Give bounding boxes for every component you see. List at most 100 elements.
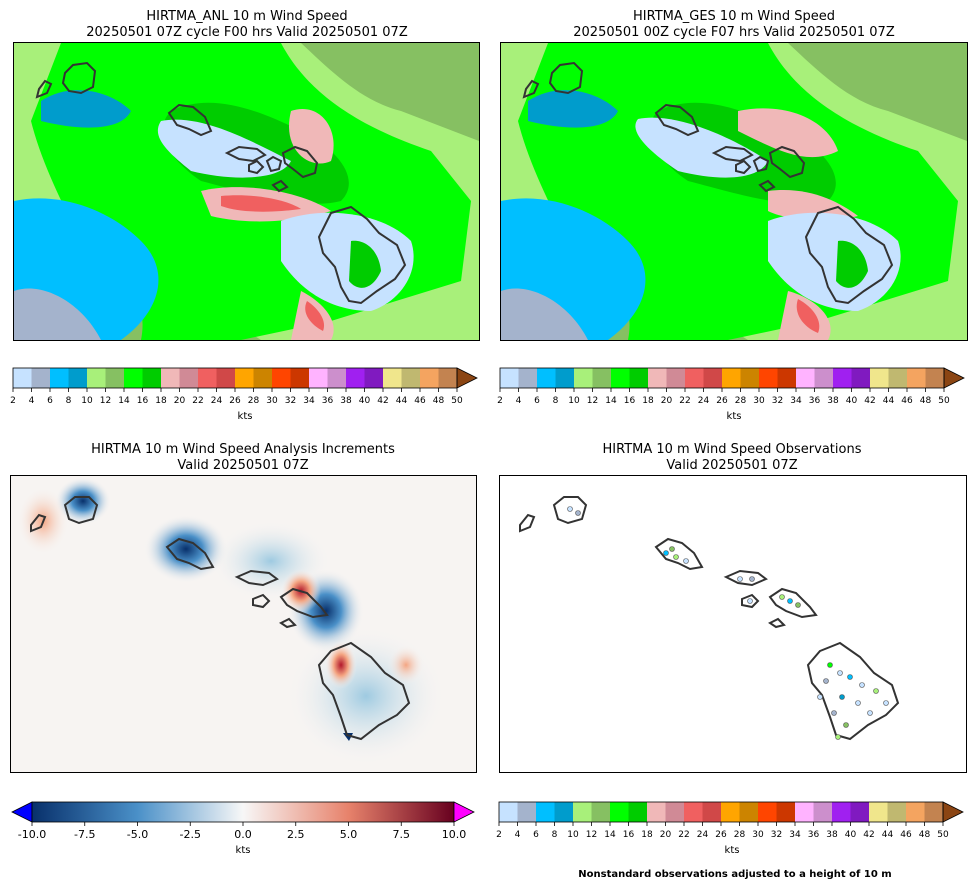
- colorbar-2-svg: 2 4 6 8 10 12 14 16 18 20 22 24 26 28 30 32 34 36 38 40 42 44…: [497, 367, 965, 406]
- colorbar-tick-label: 12: [587, 396, 598, 406]
- colorbar-2-ticks: 2 4 6 8 10 12 14 16 18 20 22 24 26 28 30 32 34 36 38 40 42 44…: [497, 388, 950, 406]
- colorbar-swatch: [610, 802, 629, 822]
- colorbar-tick-label: 10: [81, 396, 93, 406]
- colorbar-swatch: [833, 368, 852, 388]
- colorbar-swatch: [592, 368, 612, 388]
- colorbar-tick-label: 48: [920, 396, 932, 406]
- colorbar-swatch: [554, 802, 574, 822]
- colorbar-swatch: [383, 368, 402, 388]
- colorbar-tick-label: 24: [211, 396, 223, 406]
- colorbar-tick-label: 28: [735, 396, 747, 406]
- colorbar-tick-label: 42: [864, 396, 875, 406]
- colorbar-tick-label: 18: [641, 830, 653, 840]
- colorbar-tick-label: 24: [697, 830, 709, 840]
- colorbar-tick-label: 7.5: [393, 828, 411, 841]
- colorbar-tick-label: 42: [863, 830, 874, 840]
- colorbar-swatch: [591, 802, 611, 822]
- colorbar-swatch: [253, 368, 273, 388]
- colorbar-swatch: [161, 368, 180, 388]
- colorbar-tick-label: 2.5: [287, 828, 305, 841]
- colorbar-3-ticks: -10.0 -7.5 -5.0 -2.5 0.0 2.5 5.0 7.5 10.0: [18, 822, 466, 841]
- colorbar-tick-label: 8: [552, 830, 558, 840]
- colorbar-tick-label: 20: [661, 396, 673, 406]
- colorbar-swatch: [198, 368, 217, 388]
- colorbar-swatch: [887, 802, 907, 822]
- colorbar-tick-label: 0.0: [234, 828, 252, 841]
- colorbar-tick-label: 46: [900, 830, 912, 840]
- colorbar-swatch: [722, 368, 741, 388]
- colorbar-swatch: [290, 368, 310, 388]
- colorbar-swatch: [573, 802, 592, 822]
- panel-3-title-line1: HIRTMA 10 m Wind Speed Analysis Incremen…: [91, 442, 395, 457]
- colorbar-tick-label: 24: [698, 396, 710, 406]
- colorbar-3-over-arrow: [453, 801, 475, 823]
- panel-3-units: kts: [235, 845, 251, 856]
- colorbar-tick-label: 28: [248, 396, 260, 406]
- colorbar-tick-label: 40: [359, 396, 371, 406]
- colorbar-tick-label: 22: [678, 830, 689, 840]
- panel-1-map: [13, 42, 480, 341]
- colorbar-tick-label: 14: [604, 830, 616, 840]
- colorbar-swatch: [924, 802, 944, 822]
- colorbar-tick-label: 20: [174, 396, 186, 406]
- panel-4-title-line2: Valid 20250501 07Z: [666, 458, 798, 473]
- colorbar-swatch: [50, 368, 69, 388]
- panel-4-title-line1: HIRTMA 10 m Wind Speed Observations: [602, 442, 862, 457]
- observation-points: [567, 506, 889, 740]
- colorbar-swatch: [31, 368, 51, 388]
- colorbar-swatch: [179, 368, 199, 388]
- panel-2-colorbar: 2 4 6 8 10 12 14 16 18 20 22 24 26 28 30 32 34 36 38 40 42 44…: [497, 367, 970, 407]
- colorbar-tick-label: 16: [624, 396, 636, 406]
- panel-4-units: kts: [724, 845, 740, 856]
- colorbar-swatch: [235, 368, 254, 388]
- colorbar-1-swatches: [13, 368, 458, 388]
- colorbar-tick-label: 2: [10, 396, 16, 406]
- colorbar-tick-label: 10: [568, 396, 580, 406]
- colorbar-swatch: [574, 368, 593, 388]
- colorbar-swatch: [684, 802, 703, 822]
- colorbar-swatch: [87, 368, 106, 388]
- colorbar-swatch: [499, 802, 518, 822]
- colorbar-swatch: [665, 802, 685, 822]
- colorbar-swatch: [142, 368, 162, 388]
- colorbar-swatch: [364, 368, 384, 388]
- colorbar-swatch: [777, 368, 797, 388]
- panel-1-colorbar: 2 4 6 8 10 12 14 16 18 20 22 24 26 28 30 32 34 36 38 40 42 44…: [10, 367, 483, 407]
- colorbar-swatch: [832, 802, 851, 822]
- colorbar-tick-label: 50: [937, 830, 949, 840]
- panel-2-map: [500, 42, 968, 341]
- colorbar-tick-label: 22: [679, 396, 690, 406]
- panel-1-title-line2: 20250501 07Z cycle F00 hrs Valid 2025050…: [86, 25, 408, 40]
- panel-4-map: [499, 475, 967, 773]
- colorbar-swatch: [907, 368, 926, 388]
- colorbar-tick-label: 26: [715, 830, 727, 840]
- colorbar-tick-label: 38: [826, 830, 838, 840]
- colorbar-tick-label: 20: [660, 830, 672, 840]
- colorbar-tick-label: 38: [340, 396, 352, 406]
- colorbar-tick-label: 34: [303, 396, 315, 406]
- analysis-wind-field: [14, 43, 479, 340]
- colorbar-swatch: [888, 368, 908, 388]
- colorbar-swatch: [216, 368, 236, 388]
- colorbar-swatch: [536, 802, 555, 822]
- colorbar-tick-label: 30: [266, 396, 278, 406]
- colorbar-swatch: [518, 368, 538, 388]
- colorbar-swatch: [555, 368, 575, 388]
- colorbar-swatch: [740, 368, 760, 388]
- colorbar-swatch: [758, 802, 777, 822]
- colorbar-swatch: [13, 368, 32, 388]
- colorbar-tick-label: 48: [433, 396, 445, 406]
- panel-2-title: HIRTMA_GES 10 m Wind Speed 20250501 00Z …: [499, 9, 969, 41]
- colorbar-1-ticks: 2 4 6 8 10 12 14 16 18 20 22 24 26 28 30 32 34 36 38 40 42 44…: [10, 388, 463, 406]
- colorbar-1-svg: 2 4 6 8 10 12 14 16 18 20 22 24 26 28 30 32 34 36 38 40 42 44…: [10, 367, 478, 406]
- colorbar-tick-label: 18: [155, 396, 167, 406]
- colorbar-swatch: [537, 368, 556, 388]
- colorbar-tick-label: 26: [716, 396, 728, 406]
- colorbar-swatch: [272, 368, 291, 388]
- colorbar-tick-label: 4: [516, 396, 522, 406]
- guess-wind-field: [501, 43, 967, 340]
- colorbar-tick-label: 8: [66, 396, 72, 406]
- colorbar-swatch: [776, 802, 796, 822]
- colorbar-tick-label: 14: [605, 396, 617, 406]
- colorbar-4-svg: 2 4 6 8 10 12 14 16 18 20 22 24 26 28 30 32 34 36 38 40 42 44…: [496, 801, 964, 840]
